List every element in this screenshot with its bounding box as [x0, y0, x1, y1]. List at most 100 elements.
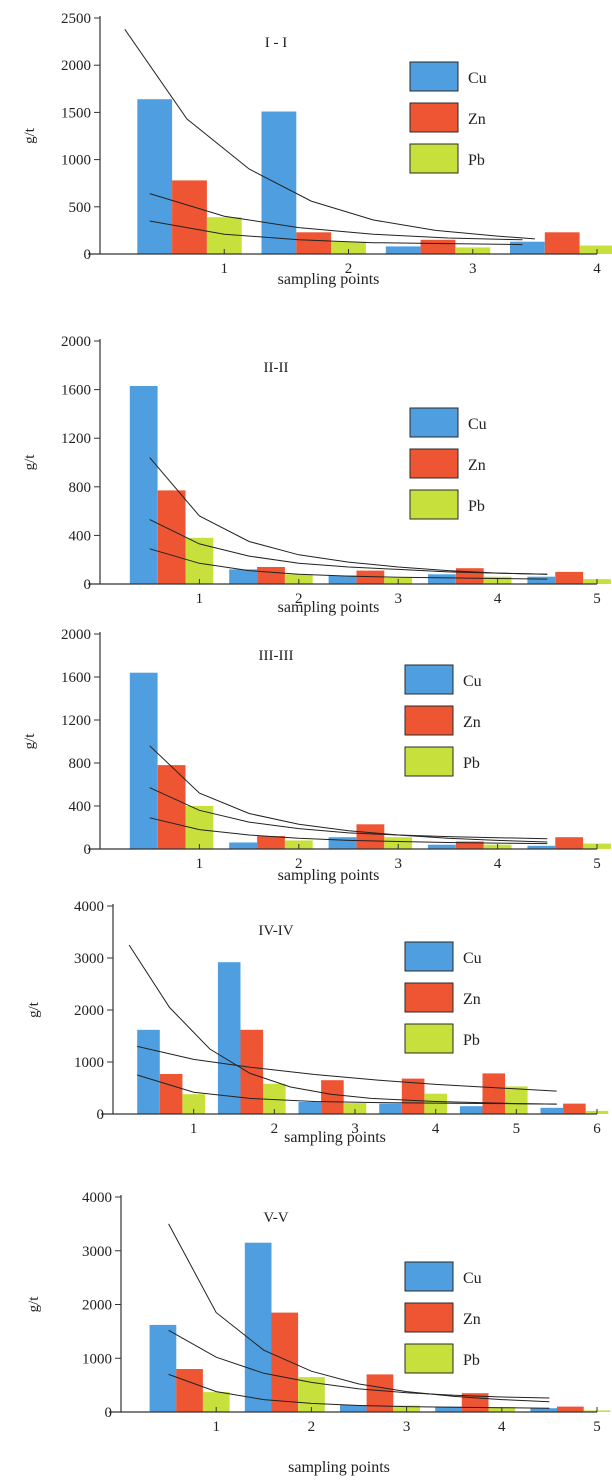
trend-line-2	[168, 1329, 550, 1399]
x-tick-label: 2	[295, 856, 303, 872]
y-tick-label: 3000	[74, 951, 104, 967]
y-tick-label: 800	[69, 480, 92, 496]
x-tick-label: 1	[212, 1419, 220, 1435]
bar-cu-4	[428, 574, 456, 584]
bar-zn-1	[172, 180, 207, 254]
legend-swatch-pb	[404, 1023, 454, 1054]
x-axis-label: sampling points	[278, 867, 380, 884]
y-tick-label: 2000	[61, 58, 91, 74]
bar-cu-1	[129, 386, 158, 584]
bar-cu-3	[298, 1102, 322, 1114]
bar-pb-4	[424, 1093, 447, 1114]
y-tick-label: 1600	[61, 670, 91, 686]
x-tick-label: 4	[494, 856, 502, 872]
x-tick-label: 4	[432, 1121, 440, 1137]
legend-swatch-cu	[404, 941, 454, 972]
legend-swatch-cu	[409, 407, 459, 438]
legend-label-zn: Zn	[463, 1311, 481, 1328]
y-axis-label: g/t	[26, 1296, 42, 1313]
bar-zn-4	[544, 232, 580, 254]
bar-cu-3	[385, 246, 421, 254]
x-tick-label: 1	[221, 261, 229, 277]
x-tick-label: 6	[593, 1121, 601, 1137]
legend-swatch-pb	[409, 143, 459, 174]
legend-swatch-pb	[404, 1343, 454, 1374]
bar-zn-1	[176, 1369, 203, 1412]
bar-cu-2	[261, 111, 297, 254]
bar-pb-2	[331, 241, 366, 254]
y-tick-label: 1200	[61, 713, 91, 729]
y-tick-label: 0	[84, 577, 92, 593]
x-tick-label: 3	[394, 856, 402, 872]
y-tick-label: 2500	[61, 11, 91, 27]
y-tick-label: 800	[69, 756, 92, 772]
chart-title: IV-IV	[258, 923, 293, 939]
trend-line-3	[149, 220, 523, 246]
bar-zn-2	[257, 836, 285, 849]
legend-label-pb: Pb	[463, 1352, 480, 1369]
bar-cu-4	[428, 844, 456, 849]
bar-cu-2	[229, 842, 257, 849]
bar-zn-1	[159, 1074, 183, 1114]
x-tick-label: 3	[394, 591, 402, 607]
bar-zn-5	[555, 837, 584, 849]
bar-cu-1	[129, 672, 158, 849]
legend-label-zn: Zn	[468, 457, 486, 474]
y-axis-label: g/t	[26, 1001, 42, 1018]
bar-zn-2	[296, 232, 332, 254]
x-axis-label: sampling points	[278, 271, 380, 288]
bar-cu-4	[379, 1103, 402, 1114]
y-axis-label: g/t	[22, 733, 38, 750]
y-axis-label: g/t	[22, 127, 38, 144]
bar-cu-4	[510, 241, 545, 254]
trend-line-1	[124, 29, 535, 240]
chart-panel-3: 0 400 800 1200 1600 2000 1 2 3 4 5 III-III sampling …	[22, 627, 611, 884]
legend-label-cu: Cu	[463, 950, 482, 967]
x-axis-label: sampling points	[288, 1459, 390, 1476]
x-tick-label: 5	[593, 856, 601, 872]
legend-swatch-zn	[404, 1302, 454, 1333]
chart-title: V-V	[263, 1210, 288, 1226]
legend-label-cu: Cu	[468, 70, 487, 87]
x-tick-label: 2	[345, 261, 353, 277]
bar-cu-2	[244, 1242, 272, 1412]
bar-zn-5	[557, 1406, 584, 1412]
trend-line-2	[149, 193, 523, 241]
legend-label-cu: Cu	[463, 673, 482, 690]
bar-cu-2	[229, 569, 257, 584]
bar-pb-2	[263, 1083, 286, 1114]
bar-cu-1	[149, 1324, 177, 1412]
bar-zn-3	[321, 1080, 344, 1114]
x-axis-label: sampling points	[284, 1129, 386, 1146]
y-tick-label: 500	[69, 200, 92, 216]
bar-cu-2	[217, 962, 241, 1114]
x-tick-label: 5	[593, 1419, 601, 1435]
trend-line-1	[149, 745, 548, 843]
x-tick-label: 5	[513, 1121, 521, 1137]
legend-swatch-pb	[409, 489, 459, 520]
y-tick-label: 1500	[61, 105, 91, 121]
x-tick-label: 2	[295, 591, 303, 607]
bar-zn-5	[482, 1073, 506, 1114]
trend-line-3	[149, 548, 548, 580]
legend-label-cu: Cu	[468, 416, 487, 433]
bar-pb-1	[206, 217, 242, 254]
bar-zn-3	[356, 824, 385, 849]
x-tick-label: 4	[498, 1419, 506, 1435]
x-tick-label: 4	[494, 591, 502, 607]
bar-cu-4	[435, 1406, 462, 1412]
legend-swatch-cu	[409, 61, 459, 92]
legend-swatch-zn	[409, 448, 459, 479]
bar-cu-3	[328, 575, 357, 584]
legend-swatch-zn	[404, 982, 454, 1013]
trend-line-1	[128, 944, 557, 1105]
bar-cu-1	[137, 1029, 160, 1114]
y-tick-label: 0	[84, 247, 92, 263]
y-tick-label: 3000	[82, 1244, 112, 1260]
trend-line-2	[149, 519, 548, 575]
y-tick-label: 1000	[74, 1055, 104, 1071]
y-tick-label: 2000	[61, 627, 91, 643]
y-tick-label: 400	[69, 528, 92, 544]
bar-zn-3	[420, 239, 456, 254]
